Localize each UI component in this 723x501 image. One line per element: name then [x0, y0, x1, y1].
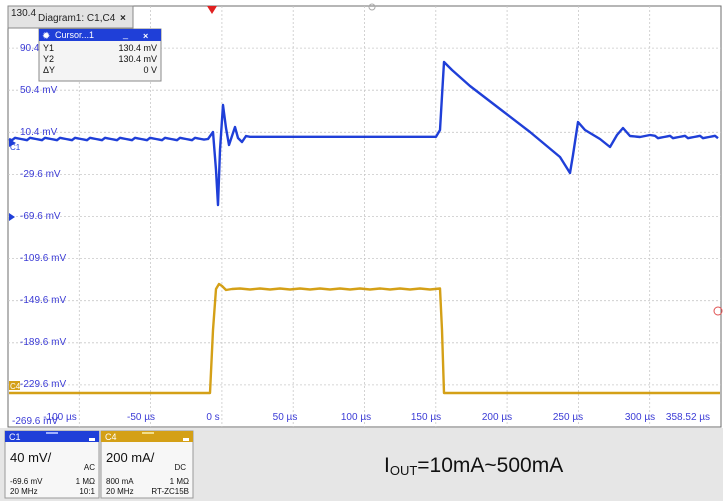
cursor-row-label: Y1: [43, 43, 54, 53]
cursor-row-label: ΔY: [43, 65, 55, 75]
x-label: 0 s: [206, 412, 219, 423]
x-label: 358.52 µs: [666, 412, 710, 423]
c4-header-mark: [183, 438, 189, 441]
c4-scale: 200 mA/: [106, 450, 155, 465]
c1-header-dots: [46, 432, 58, 434]
c4-offset: 800 mA: [106, 477, 134, 486]
cursor-minimize-icon[interactable]: _: [122, 29, 129, 39]
diagram-tab-close-icon[interactable]: ×: [120, 13, 126, 24]
y-label: 10.4 mV: [20, 127, 58, 138]
right-edge-marker[interactable]: [713, 306, 723, 316]
cursor-row-label: Y2: [43, 54, 54, 64]
diagram-tab-title: Diagram1: C1,C4: [38, 13, 116, 24]
c1-probe: 10:1: [79, 487, 95, 496]
x-label: -100 µs: [43, 412, 77, 423]
output-current-annotation: IOUT=10mA~500mA: [384, 454, 563, 478]
c1-header: [5, 431, 99, 442]
x-label: -50 µs: [127, 412, 155, 423]
cursor-close-icon[interactable]: ×: [143, 31, 148, 41]
x-label: 200 µs: [482, 412, 512, 423]
corner-value: 130.4: [11, 8, 36, 19]
annotation-subscript: OUT: [390, 463, 418, 478]
c1-scale: 40 mV/: [10, 450, 52, 465]
y-axis-labels: 90.4 mV 50.4 mV 10.4 mV -29.6 mV -69.6 m…: [12, 43, 66, 427]
y-label: -229.6 mV: [20, 379, 66, 390]
x-label: 250 µs: [553, 412, 583, 423]
y-label: -29.6 mV: [20, 169, 61, 180]
c4-bandwidth: 20 MHz: [106, 487, 134, 496]
c1-marker-label: C1: [10, 143, 21, 152]
c4-waveform: [9, 282, 720, 395]
y-label: -109.6 mV: [20, 253, 66, 264]
x-label: 300 µs: [625, 412, 655, 423]
y-label: 50.4 mV: [20, 85, 58, 96]
y-label: -69.6 mV: [20, 211, 61, 222]
c4-header-dots: [142, 432, 154, 434]
c4-impedance: 1 MΩ: [170, 477, 189, 486]
cursor-row-value: 130.4 mV: [118, 43, 157, 53]
c4-header: [101, 431, 193, 442]
c1-channel-box[interactable]: C1 40 mV/ AC -69.6 mV 1 MΩ 20 MHz 10:1: [4, 430, 100, 499]
grid: [8, 6, 721, 427]
x-axis-labels: -100 µs -50 µs 0 s 50 µs 100 µs 150 µs 2…: [43, 412, 710, 423]
cursor-panel-title: Cursor...1: [55, 30, 94, 40]
c4-id: C4: [105, 432, 117, 442]
annotation-base: I: [384, 454, 390, 477]
c1-offset: -69.6 mV: [10, 477, 43, 486]
c1-impedance: 1 MΩ: [76, 477, 95, 486]
c1-reference-marker[interactable]: C1: [9, 139, 21, 152]
trigger-marker[interactable]: [207, 6, 217, 14]
cursor-panel-header[interactable]: [39, 29, 161, 41]
cursor-row-value: 0 V: [143, 65, 157, 75]
c4-coupling: DC: [174, 463, 186, 472]
c1-waveform: [8, 60, 719, 207]
cursor-row-value: 130.4 mV: [118, 54, 157, 64]
c1-offset-arrow[interactable]: [9, 213, 15, 221]
y-label: -149.6 mV: [20, 295, 66, 306]
c1-coupling: AC: [84, 463, 95, 472]
top-diamond-marker: [368, 3, 376, 11]
diagram-tab[interactable]: 130.4 Diagram1: C1,C4 ×: [7, 5, 134, 29]
x-label: 100 µs: [341, 412, 371, 423]
c1-header-mark: [89, 438, 95, 441]
c4-channel-box[interactable]: C4 200 mA/ DC 800 mA 1 MΩ 20 MHz RT-ZC15…: [100, 430, 194, 499]
cursor-panel: ✹ Cursor...1 _ × Y1 130.4 mV Y2 130.4 mV…: [38, 28, 162, 82]
y-label: -189.6 mV: [20, 337, 66, 348]
c1-id: C1: [9, 432, 21, 442]
c1-bandwidth: 20 MHz: [10, 487, 38, 496]
y-label: -269.6 mV: [12, 416, 58, 427]
gear-icon[interactable]: ✹: [42, 31, 50, 42]
x-label: 150 µs: [411, 412, 441, 423]
x-label: 50 µs: [273, 412, 298, 423]
annotation-rest: =10mA~500mA: [417, 454, 563, 477]
c4-marker-label: C4: [10, 382, 21, 391]
c4-reference-marker[interactable]: C4: [9, 381, 21, 391]
c4-probe: RT-ZC15B: [151, 487, 189, 496]
